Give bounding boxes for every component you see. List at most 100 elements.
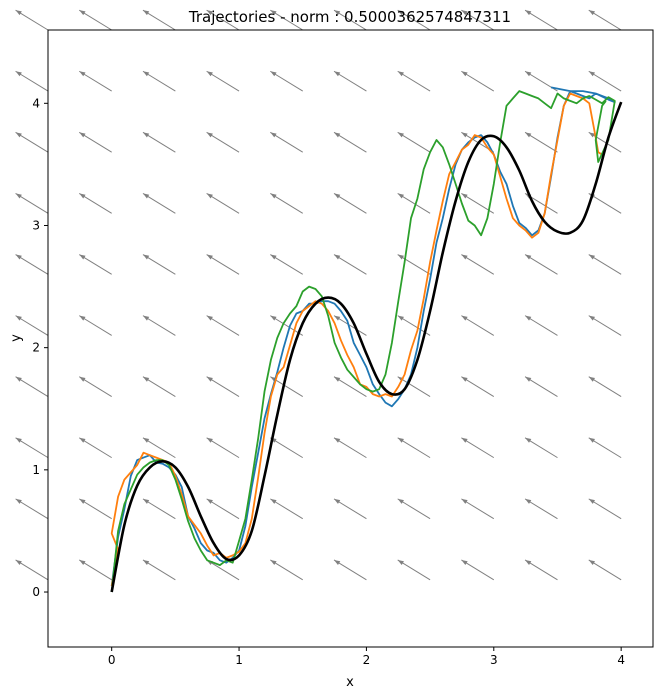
field-arrow <box>397 193 431 214</box>
x-axis-ticks: 0 1 2 3 4 <box>108 647 625 667</box>
field-arrow <box>142 131 176 153</box>
y-tick-label: 4 <box>32 96 40 110</box>
x-axis-label: x <box>346 675 354 690</box>
field-arrow <box>524 559 558 581</box>
field-arrow <box>79 498 112 520</box>
field-arrow <box>397 70 431 92</box>
x-tick-label: 3 <box>490 653 498 667</box>
field-arrow <box>397 498 431 520</box>
field-arrow <box>333 376 367 397</box>
field-arrow <box>142 559 176 581</box>
x-tick-label: 0 <box>108 653 116 667</box>
plot-frame <box>47 29 654 648</box>
field-arrow <box>206 315 240 336</box>
field-arrow <box>333 9 367 31</box>
field-arrow <box>461 559 495 581</box>
field-arrow <box>397 131 431 153</box>
field-arrow <box>333 437 367 459</box>
field-arrow <box>15 559 49 581</box>
field-arrow <box>333 315 367 336</box>
x-tick-label: 4 <box>617 653 625 667</box>
reference-curve <box>110 101 623 593</box>
trajectory-line-2 <box>110 92 603 587</box>
field-arrow <box>206 70 240 92</box>
x-tick-label: 1 <box>235 653 243 667</box>
field-arrow <box>270 193 303 214</box>
field-arrow <box>461 9 495 31</box>
y-axis-ticks: 0 1 2 3 4 <box>32 96 48 599</box>
field-arrow <box>79 559 112 581</box>
field-arrow <box>206 437 240 459</box>
field-arrow <box>588 254 622 275</box>
field-arrow <box>588 437 622 459</box>
field-arrow <box>524 254 558 275</box>
field-arrow <box>461 376 495 397</box>
y-tick-label: 3 <box>32 218 40 232</box>
field-arrow <box>588 131 622 153</box>
reference-path <box>110 101 623 593</box>
field-arrow <box>333 254 367 275</box>
field-arrow <box>15 131 49 153</box>
field-arrow <box>270 498 303 520</box>
field-arrow <box>142 9 176 31</box>
field-arrow <box>270 315 303 336</box>
field-arrow <box>79 376 112 397</box>
field-arrow <box>79 254 112 275</box>
field-arrow <box>79 70 112 92</box>
field-arrow <box>206 9 240 31</box>
field-arrow <box>461 315 495 336</box>
field-arrow <box>142 70 176 92</box>
field-arrow <box>206 131 240 153</box>
trajectory-series <box>110 86 616 593</box>
field-arrow <box>397 9 431 31</box>
field-arrow <box>15 498 49 520</box>
field-arrow <box>270 254 303 275</box>
field-arrow <box>79 315 112 336</box>
field-arrow <box>79 437 112 459</box>
y-tick-label: 0 <box>32 585 40 599</box>
field-arrow <box>142 193 176 214</box>
field-arrow <box>588 9 622 31</box>
field-arrow <box>333 70 367 92</box>
field-arrow <box>270 131 303 153</box>
field-arrow <box>270 559 303 581</box>
field-arrow <box>206 254 240 275</box>
field-arrow <box>524 315 558 336</box>
y-tick-label: 2 <box>32 341 40 355</box>
field-arrow <box>333 193 367 214</box>
field-arrow <box>15 315 49 336</box>
field-arrow <box>461 498 495 520</box>
field-arrow <box>142 498 176 520</box>
field-arrow <box>142 254 176 275</box>
plot-background <box>48 30 653 647</box>
field-arrow <box>15 9 49 31</box>
vector-field <box>15 9 622 581</box>
field-arrow <box>588 70 622 92</box>
chart-title: Trajectories - norm : 0.5000362574847311 <box>188 8 511 26</box>
field-arrow <box>79 131 112 153</box>
field-arrow <box>333 498 367 520</box>
x-tick-label: 2 <box>363 653 371 667</box>
field-arrow <box>79 193 112 214</box>
field-arrow <box>588 559 622 581</box>
field-arrow <box>15 70 49 92</box>
field-arrow <box>15 193 49 214</box>
field-arrow <box>333 559 367 581</box>
field-arrow <box>588 376 622 397</box>
field-arrow <box>524 376 558 397</box>
field-arrow <box>461 254 495 275</box>
field-arrow <box>461 70 495 92</box>
field-arrow <box>15 437 49 459</box>
field-arrow <box>524 498 558 520</box>
field-arrow <box>588 315 622 336</box>
field-arrow <box>524 437 558 459</box>
field-arrow <box>333 131 367 153</box>
y-axis-label: y <box>9 334 24 342</box>
field-arrow <box>270 9 303 31</box>
field-arrow <box>142 315 176 336</box>
y-tick-label: 1 <box>32 463 40 477</box>
field-arrow <box>588 498 622 520</box>
field-arrow <box>206 376 240 397</box>
field-arrow <box>397 254 431 275</box>
